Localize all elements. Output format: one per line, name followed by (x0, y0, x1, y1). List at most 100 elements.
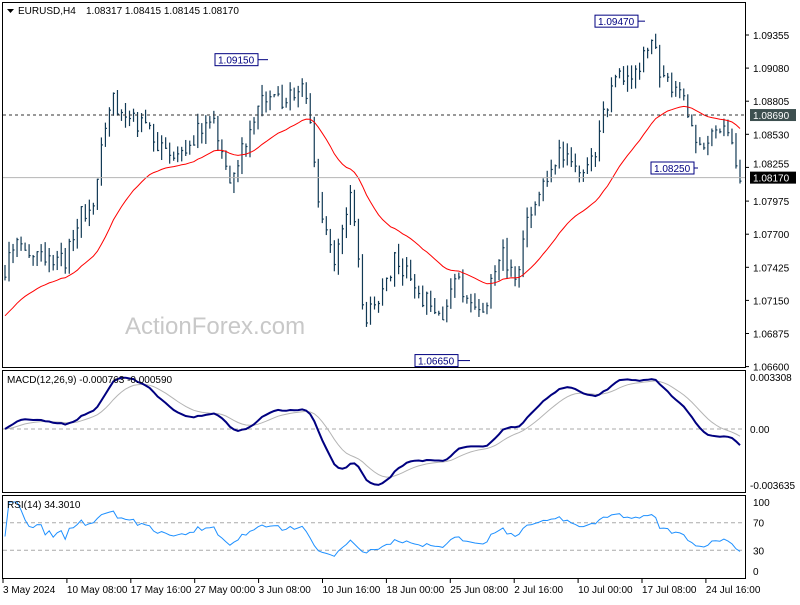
ohlc-bar (169, 142, 172, 164)
ohlc-bar (148, 122, 152, 130)
rsi-title: RSI(14) 34.3010 (7, 500, 81, 511)
ohlc-bar (482, 302, 485, 313)
ohlc-bar (373, 296, 377, 310)
ohlc-bar (345, 207, 348, 239)
ohlc-bar (361, 254, 364, 310)
ohlc-bar (430, 290, 433, 312)
ohlc-bar (558, 139, 561, 169)
ohlc-bar (257, 105, 260, 130)
macd-axis-label: 0.00 (750, 425, 770, 436)
ohlc-bar (273, 94, 276, 98)
rsi-line (4, 501, 741, 557)
macd-title: MACD(12,26,9) -0.000763 -0.000590 (7, 375, 173, 386)
x-tick-label: 10 Jun 16:00 (323, 585, 381, 596)
macd-axis-label: -0.003635 (750, 481, 795, 492)
ohlc-bar (136, 112, 140, 138)
ohlc-bar (357, 218, 360, 268)
ohlc-bar (458, 272, 461, 280)
ohlc-bar (422, 285, 425, 308)
ohlc-bar (655, 33, 658, 49)
rsi-axis-label: 70 (753, 519, 765, 530)
ohlc-bar (48, 248, 51, 273)
ohlc-bar (671, 72, 674, 98)
annotation-label: 1.06650 (418, 357, 455, 368)
ohlc-bar (578, 165, 581, 183)
moving-average-line (4, 105, 741, 317)
y-tick-label: 1.08530 (753, 130, 790, 141)
ohlc-bar (393, 251, 397, 287)
ohlc-bar (277, 86, 280, 97)
x-tick-label: 24 Jul 16:00 (706, 585, 761, 596)
ohlc-bar (610, 77, 613, 113)
ohlc-bar (76, 218, 79, 249)
ohlc-bar (108, 107, 111, 137)
ohlc-bar (249, 120, 252, 158)
ohlc-bar (104, 122, 107, 147)
ohlc-bar (329, 228, 332, 253)
ohlc-bar (731, 128, 734, 145)
ohlc-bar (659, 44, 662, 88)
ohlc-bar (438, 310, 441, 316)
price-annotation: 1.08250 (650, 161, 698, 175)
annotation-label: 1.09150 (218, 56, 255, 67)
ohlc-bar (265, 91, 268, 113)
ohlc-bar (189, 140, 192, 155)
ohlc-bar (173, 151, 176, 161)
ohlc-bar (643, 46, 646, 73)
triangle-down-icon[interactable] (7, 9, 14, 13)
ohlc-bar (598, 120, 601, 162)
ohlc-bar (618, 68, 622, 79)
ohlc-bar (638, 62, 642, 80)
ohlc-bar (526, 207, 529, 248)
ohlc-bar (40, 244, 43, 262)
y-tick-label: 1.06600 (753, 363, 790, 374)
ohlc-bar (245, 143, 248, 157)
ohlc-bar (197, 113, 200, 149)
ohlc-bar (80, 205, 83, 238)
x-tick-label: 17 May 16:00 (131, 585, 192, 596)
macd-axis-label: 0.003308 (750, 373, 792, 384)
ohlc-bar (285, 97, 288, 108)
x-tick-label: 2 Jul 16:00 (514, 585, 563, 596)
ohlc-bar (707, 135, 710, 156)
ohlc-bar (289, 82, 292, 111)
ohlc-bar (711, 128, 714, 147)
ohlc-bar (120, 109, 123, 121)
ohlc-bar (622, 66, 626, 85)
ohlc-bar (522, 230, 525, 278)
x-tick-label: 3 May 2024 (3, 585, 56, 596)
ohlc-bar (426, 291, 429, 315)
ohlc-bar (683, 88, 686, 101)
ohlc-bar (68, 238, 71, 274)
ohlc-bar (353, 189, 356, 227)
ohlc-bar (446, 299, 449, 323)
ohlc-bar (36, 251, 39, 266)
ohlc-bar (667, 72, 670, 82)
ohlc-bar (406, 257, 409, 279)
ohlc-bar (434, 297, 437, 315)
ohlc-bar (237, 159, 240, 183)
ohlc-bar (582, 169, 585, 182)
ohlc-bar (562, 141, 565, 168)
y-tick-label: 1.07700 (753, 230, 790, 241)
y-tick-label: 1.07425 (753, 263, 790, 274)
ohlc-bar (699, 137, 702, 146)
price-tag-label: 1.08690 (753, 111, 790, 122)
ohlc-bar (88, 199, 91, 227)
ohlc-bar (321, 191, 324, 224)
x-tick-label: 17 Jul 08:00 (642, 585, 697, 596)
ohlc-bar (542, 178, 545, 202)
ohlc-bar (309, 93, 312, 124)
ohlc-bar (337, 238, 340, 275)
ohlc-bar (20, 236, 23, 251)
macd-line (4, 376, 741, 486)
y-tick-label: 1.07150 (753, 296, 790, 307)
ohlc-bar (205, 115, 208, 144)
ohlc-bar (28, 244, 31, 259)
ohlc-bar (333, 240, 336, 272)
ohlc-bar (647, 47, 650, 59)
ohlc-bar (313, 116, 316, 168)
ohlc-bar (44, 242, 47, 266)
rsi-axis-label: 30 (753, 546, 765, 557)
watermark: ActionForex.com (125, 313, 305, 340)
